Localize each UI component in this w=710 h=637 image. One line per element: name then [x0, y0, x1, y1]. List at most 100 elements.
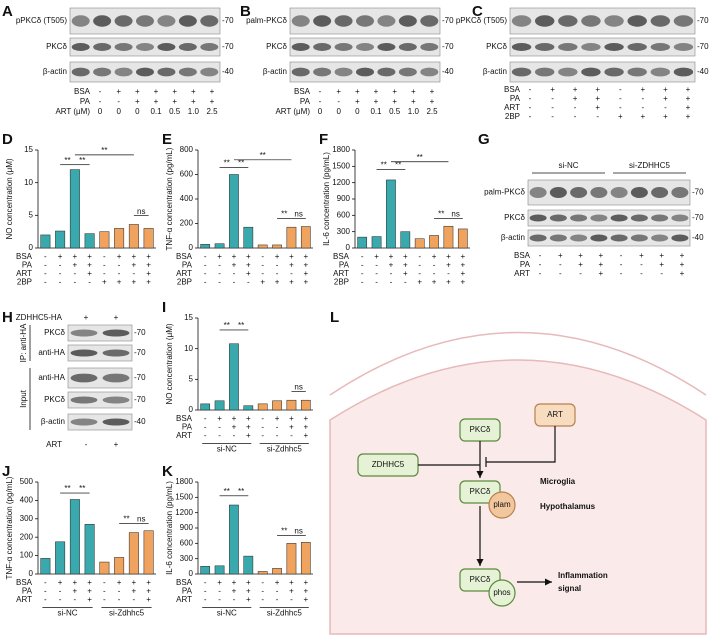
condition-sign: +	[303, 587, 308, 596]
bar	[272, 244, 282, 249]
condition-sign: -	[559, 269, 562, 278]
blot-band	[334, 67, 353, 77]
blot-band	[291, 43, 310, 51]
significance-label: **	[281, 210, 287, 219]
y-tick-label: 900	[337, 194, 351, 203]
row-label: PKCδ	[44, 328, 65, 337]
condition-sign: -	[233, 431, 236, 440]
y-axis-label: NO concentration (μM)	[165, 323, 174, 404]
condition-sign: -	[59, 269, 62, 278]
condition-sign: +	[246, 261, 251, 270]
condition-sign: +	[114, 440, 119, 449]
condition-sign: -	[433, 261, 436, 270]
condition-sign: +	[430, 87, 435, 96]
row-label: β-actin	[501, 233, 525, 242]
condition-sign: +	[599, 260, 604, 269]
blot-band	[398, 43, 417, 51]
condition-sign: -	[539, 269, 542, 278]
blot-band	[511, 67, 532, 77]
condition-sign: +	[246, 578, 251, 587]
condition-sign: -	[44, 252, 47, 261]
tag-circle	[488, 491, 516, 519]
condition-sign: -	[559, 260, 562, 269]
condition-sign: +	[154, 87, 159, 96]
condition-sign: -	[204, 252, 207, 261]
bar	[55, 230, 66, 249]
condition-sign: +	[135, 87, 140, 96]
condition-label: ART	[176, 269, 192, 278]
condition-sign: -	[103, 252, 106, 261]
condition-sign: -	[361, 261, 364, 270]
row-label: PKCδ	[504, 213, 525, 222]
condition-sign: -	[233, 595, 236, 604]
condition-sign: -	[261, 414, 264, 423]
condition-sign: +	[87, 252, 92, 261]
blot-band	[630, 187, 648, 198]
condition-sign: +	[132, 261, 137, 270]
significance-label: **	[417, 153, 423, 162]
condition-sign: +	[460, 261, 465, 270]
condition-sign: -	[133, 269, 136, 278]
blot-band	[581, 67, 601, 77]
bar	[386, 179, 396, 249]
condition-sign: -	[44, 261, 47, 270]
blot-band	[356, 67, 374, 77]
blot-band	[102, 373, 130, 383]
condition-sign: +	[275, 414, 280, 423]
condition-sign: +	[217, 252, 222, 261]
row-label: PKCδ	[44, 395, 65, 404]
bar	[243, 555, 254, 575]
condition-sign: 0	[135, 107, 140, 116]
y-tick-label: 1200	[175, 508, 193, 517]
mw-marker: -70	[697, 42, 709, 51]
y-axis-label: TNF-α concentration (pg/mL)	[165, 147, 174, 250]
condition-sign: -	[418, 252, 421, 261]
condition-sign: -	[118, 587, 121, 596]
condition-sign: -	[620, 269, 623, 278]
condition-sign: +	[374, 87, 379, 96]
y-tick-label: 800	[180, 145, 194, 154]
condition-label: BSA	[16, 252, 33, 261]
condition-label: ART	[333, 269, 349, 278]
condition-sign: +	[550, 85, 555, 94]
condition-label: PA	[80, 97, 91, 106]
condition-sign: -	[579, 269, 582, 278]
bar	[114, 228, 125, 249]
blot-band	[178, 67, 197, 77]
condition-sign: +	[411, 87, 416, 96]
bar	[128, 224, 139, 249]
y-tick-label: 400	[20, 496, 34, 505]
blot-band	[420, 67, 439, 77]
y-tick-label: 0	[189, 405, 194, 414]
condition-sign: +	[460, 252, 465, 261]
condition-sign: +	[146, 278, 151, 287]
condition-sign: +	[599, 251, 604, 260]
significance-label: ns	[294, 383, 302, 392]
blot-band	[581, 15, 601, 27]
condition-sign: -	[204, 278, 207, 287]
bar	[229, 504, 239, 575]
y-tick-label: 400	[180, 194, 194, 203]
condition-sign: +	[686, 103, 691, 112]
blot-band	[671, 187, 689, 198]
row-label: palm-PKCδ	[484, 188, 525, 197]
blot-band	[604, 67, 624, 77]
condition-sign: -	[218, 587, 221, 596]
condition-sign: -	[261, 595, 264, 604]
blot-band	[651, 187, 669, 198]
region-label: Microglia	[540, 477, 576, 486]
condition-sign: -	[319, 87, 322, 96]
blot-band	[558, 67, 578, 77]
significance-label: **	[64, 484, 70, 493]
condition-sign: +	[210, 97, 215, 106]
panel-letter: B	[240, 3, 251, 20]
y-tick-label: 5	[29, 210, 34, 219]
blot-band	[136, 15, 154, 27]
panel-letter: I	[162, 299, 166, 316]
row-label: β-actin	[41, 417, 65, 426]
y-tick-label: 300	[180, 554, 194, 563]
mw-marker: -40	[697, 67, 709, 76]
condition-sign: 2.5	[206, 107, 218, 116]
condition-sign: 0	[98, 107, 103, 116]
